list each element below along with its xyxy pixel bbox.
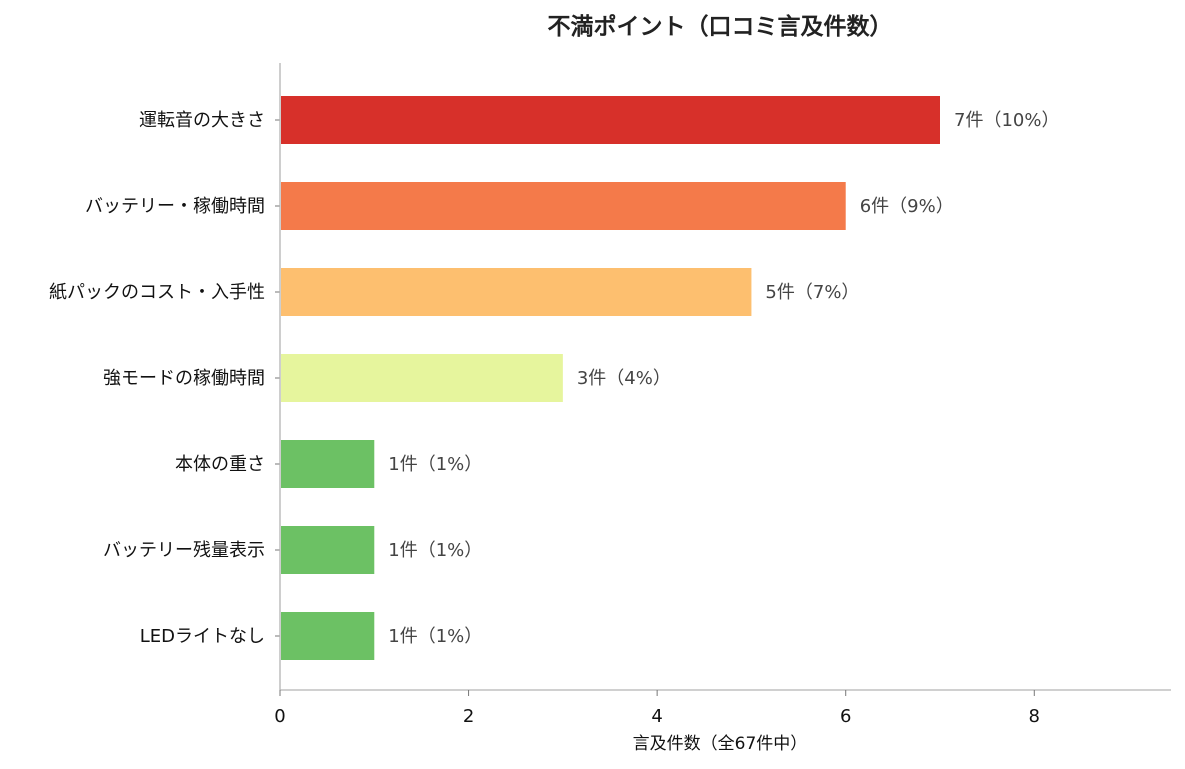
- x-tick-label: 8: [1029, 706, 1040, 727]
- x-tick-label: 2: [463, 706, 474, 727]
- bars-layer: [281, 96, 940, 660]
- category-labels: 運転音の大きさバッテリー・稼働時間紙パックのコスト・入手性強モードの稼働時間本体…: [49, 110, 280, 647]
- value-label: 1件（1%）: [388, 626, 482, 647]
- chart-title: 不満ポイント（口コミ言及件数）: [548, 13, 893, 40]
- value-label: 7件（10%）: [954, 110, 1059, 131]
- value-labels: 7件（10%） 6件（9%） 5件（7%） 3件（4%） 1件（1%） 1件（1%） 1件（…: [388, 110, 1059, 647]
- bar-2: [281, 182, 846, 230]
- bar-6: [281, 526, 375, 574]
- value-label: 3件（4%）: [577, 368, 671, 389]
- category-label: 強モードの稼働時間: [103, 368, 265, 389]
- bar-1: [281, 96, 940, 144]
- bar-7: [281, 612, 375, 660]
- category-label: 紙パックのコスト・入手性: [49, 282, 265, 303]
- x-tick-label: 0: [274, 706, 285, 727]
- value-label: 1件（1%）: [388, 454, 482, 475]
- bar-3: [281, 268, 752, 316]
- x-tick-label: 6: [840, 706, 851, 727]
- value-label: 5件（7%）: [765, 282, 859, 303]
- category-label: LEDライトなし: [140, 626, 265, 647]
- category-label: 運転音の大きさ: [139, 110, 265, 131]
- value-label: 6件（9%）: [860, 196, 954, 217]
- category-label: バッテリー・稼働時間: [85, 196, 265, 217]
- category-label: 本体の重さ: [175, 454, 265, 475]
- x-axis-label: 言及件数（全67件中）: [633, 734, 808, 754]
- bar-5: [281, 440, 375, 488]
- bar-4: [281, 354, 563, 402]
- x-axis-ticks: 0 2 4 6 8: [274, 690, 1040, 727]
- value-label: 1件（1%）: [388, 540, 482, 561]
- x-tick-label: 4: [651, 706, 662, 727]
- category-label: バッテリー残量表示: [103, 540, 265, 561]
